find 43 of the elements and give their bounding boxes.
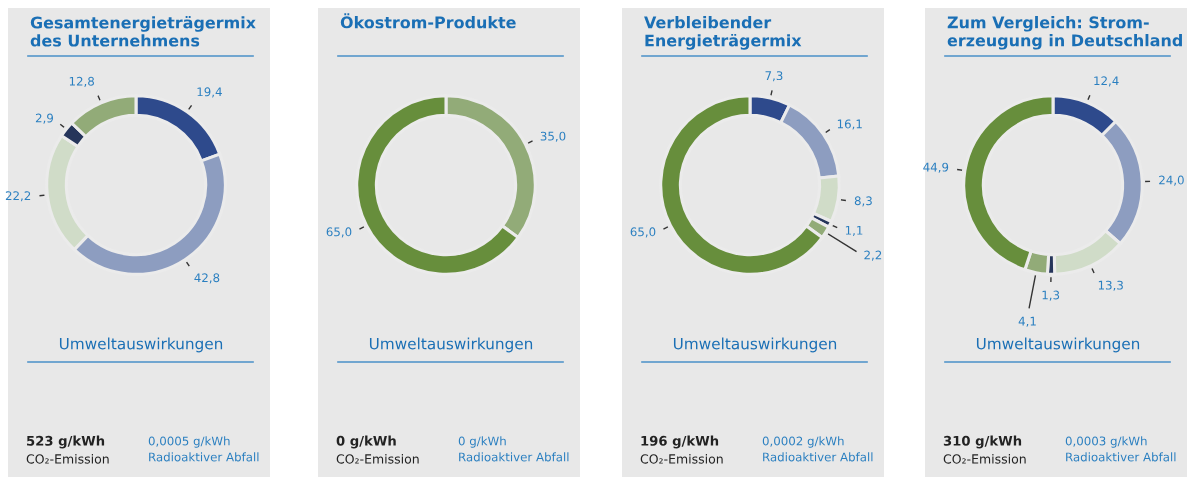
text: Umweltauswirkungen	[673, 337, 837, 353]
data-label: 13,3	[1098, 280, 1123, 291]
text: CO₂-Emission	[336, 453, 419, 464]
chart-title: Verbleibender Energieträgermix	[644, 16, 802, 50]
text: 0,0005 g/kWh	[148, 436, 230, 448]
text: Radioaktiver Abfall	[459, 452, 569, 462]
text: 523 g/kWh	[27, 435, 105, 449]
data-label: 44,9	[923, 162, 949, 173]
data-label: 22,2	[5, 191, 31, 202]
data-label: 35,0	[540, 131, 566, 142]
text: 0,0002 g/kWh	[762, 436, 844, 448]
data-label: 65,0	[630, 227, 656, 238]
data-label: 7,3	[765, 71, 783, 82]
chart-title: Gesamtenergieträgermix des Unternehmens	[30, 16, 256, 47]
data-label: 12,8	[69, 76, 94, 87]
text: Umweltauswirkungen	[976, 337, 1140, 353]
data-label: 65,0	[326, 227, 352, 238]
data-label: 8,3	[854, 196, 872, 207]
text: 310 g/kWh	[943, 435, 1022, 449]
data-label: 19,4	[197, 87, 222, 98]
data-label: 2,9	[35, 113, 54, 124]
data-label: 24,0	[1159, 175, 1184, 186]
data-label: 16,1	[837, 119, 862, 130]
text: 0,0003 g/kWh	[1065, 436, 1147, 448]
text: 196 g/kWh	[641, 435, 719, 449]
text: CO₂-Emission	[943, 453, 1026, 464]
data-label: 12,4	[1094, 76, 1119, 87]
data-label: 1,3	[1042, 290, 1060, 301]
text: Umweltauswirkungen	[369, 337, 533, 353]
text: Radioaktiver Abfall	[763, 452, 873, 462]
text: Umweltauswirkungen	[59, 337, 223, 353]
chart-title: Zum Vergleich: Strom- erzeugung in Deutschland	[947, 16, 1182, 50]
data-label: 1,1	[845, 226, 863, 236]
data-label: 2,2	[864, 250, 882, 261]
text: Radioaktiver Abfall	[149, 452, 259, 462]
text: Radioaktiver Abfall	[1066, 452, 1176, 462]
chart-title: Ökostrom-Produkte	[340, 13, 516, 29]
data-label: 42,8	[194, 273, 220, 284]
text: 0 g/kWh	[336, 435, 396, 449]
text: CO₂-Emission	[26, 453, 109, 464]
data-label: 4,1	[1018, 316, 1036, 327]
text: 0 g/kWh	[458, 436, 506, 448]
text: CO₂-Emission	[640, 453, 723, 464]
